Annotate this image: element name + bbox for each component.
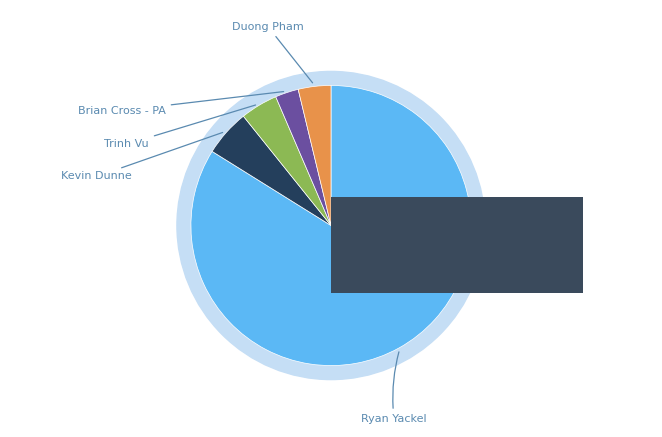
Text: Ryan Yackel: Ryan Yackel bbox=[361, 352, 427, 424]
Wedge shape bbox=[276, 89, 331, 225]
Wedge shape bbox=[298, 85, 331, 225]
Circle shape bbox=[177, 71, 485, 380]
Text: Test Case ID:: Test Case ID: bbox=[341, 262, 432, 275]
Text: Trinh Vu: Trinh Vu bbox=[105, 105, 256, 149]
Wedge shape bbox=[191, 85, 471, 366]
Wedge shape bbox=[244, 97, 331, 225]
Text: Kevin Dunne: Kevin Dunne bbox=[62, 132, 222, 181]
Text: 156: 156 bbox=[427, 262, 453, 275]
Text: Creator:: Creator: bbox=[341, 224, 399, 237]
Text: Brian Cross - PA: Brian Cross - PA bbox=[78, 92, 283, 116]
Text: Ryan Yackel: Ryan Yackel bbox=[427, 224, 510, 237]
Text: Duong Pham: Duong Pham bbox=[232, 21, 312, 83]
Wedge shape bbox=[212, 116, 331, 225]
